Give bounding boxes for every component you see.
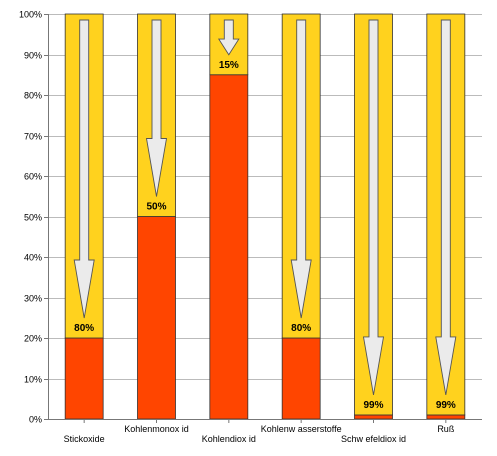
bar-remaining <box>137 216 176 420</box>
gridlines <box>48 14 482 380</box>
reduction-labels: 80% 50% 15% 80% 99% 99% <box>74 60 456 411</box>
category-label: Ruß <box>437 424 455 434</box>
category-labels: Stickoxide Kohlenmonox id Kohlendiox id Koh… <box>64 424 455 444</box>
y-tick-label: 10% <box>24 375 42 385</box>
y-tick-label: 60% <box>24 172 42 182</box>
reduction-arrow <box>362 19 385 395</box>
bars <box>64 13 466 420</box>
bar-remaining <box>209 74 249 420</box>
reduction-arrows <box>73 19 457 395</box>
axes <box>44 14 482 423</box>
bar-remaining <box>64 337 104 420</box>
reduction-arrow <box>217 19 240 56</box>
reduction-label: 99% <box>436 400 456 411</box>
y-tick-label: 30% <box>24 294 42 304</box>
reduction-arrow <box>290 19 312 319</box>
bar-remaining <box>426 414 466 420</box>
y-tick-label: 20% <box>24 334 42 344</box>
category-label: Schw efeldiox id <box>341 434 406 444</box>
category-label: Kohlenw asserstoffe <box>261 424 342 434</box>
reduction-label: 99% <box>363 400 383 411</box>
category-label: Stickoxide <box>64 434 105 444</box>
y-tick-label: 100% <box>19 10 42 20</box>
y-axis-tick-labels: 0% 10% 20% 30% 40% 50% 60% 70% 80% 90% 100% <box>19 10 42 425</box>
y-tick-label: 90% <box>24 51 42 61</box>
category-label: Kohlenmonox id <box>124 424 189 434</box>
reduction-label: 80% <box>74 323 94 334</box>
bar-remaining <box>281 337 321 420</box>
y-tick-label: 0% <box>29 415 42 425</box>
reduction-label: 15% <box>219 60 239 71</box>
bar-remaining <box>354 414 393 420</box>
reduction-label: 80% <box>291 323 311 334</box>
y-tick-label: 40% <box>24 253 42 263</box>
reduction-arrow <box>435 19 457 395</box>
reduction-arrow <box>73 19 95 319</box>
y-tick-label: 50% <box>24 213 42 223</box>
category-label: Kohlendiox id <box>202 434 256 444</box>
y-tick-label: 80% <box>24 91 42 101</box>
reduction-label: 50% <box>146 202 166 213</box>
reduction-arrow <box>145 19 168 197</box>
y-tick-label: 70% <box>24 132 42 142</box>
